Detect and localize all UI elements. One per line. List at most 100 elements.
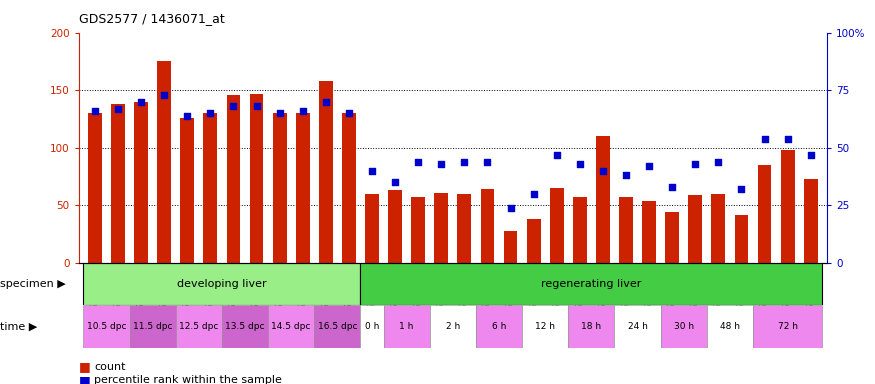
Bar: [476, 305, 522, 348]
Bar: [342, 113, 356, 263]
Point: [503, 205, 517, 211]
Text: 0 h: 0 h: [365, 322, 379, 331]
Point: [111, 106, 125, 112]
Text: count: count: [94, 362, 126, 372]
Point: [296, 108, 310, 114]
Bar: [734, 215, 748, 263]
Point: [711, 159, 725, 165]
Text: 1 h: 1 h: [400, 322, 414, 331]
Text: 14.5 dpc: 14.5 dpc: [271, 322, 311, 331]
Point: [689, 161, 703, 167]
Bar: [158, 61, 172, 263]
Text: 6 h: 6 h: [492, 322, 506, 331]
Point: [804, 152, 818, 158]
Bar: [411, 197, 425, 263]
Bar: [83, 263, 360, 305]
Point: [550, 152, 564, 158]
Text: 18 h: 18 h: [581, 322, 601, 331]
Bar: [83, 305, 130, 348]
Point: [527, 191, 541, 197]
Point: [342, 110, 356, 116]
Bar: [620, 197, 633, 263]
Text: 12 h: 12 h: [536, 322, 555, 331]
Bar: [249, 94, 263, 263]
Bar: [203, 113, 217, 263]
Text: regenerating liver: regenerating liver: [541, 279, 641, 289]
Text: percentile rank within the sample: percentile rank within the sample: [94, 375, 283, 384]
Bar: [434, 193, 448, 263]
Text: time ▶: time ▶: [0, 321, 38, 331]
Bar: [480, 189, 494, 263]
Point: [273, 110, 287, 116]
Point: [180, 113, 194, 119]
Text: 2 h: 2 h: [445, 322, 460, 331]
Point: [780, 136, 794, 142]
Text: 16.5 dpc: 16.5 dpc: [318, 322, 357, 331]
Bar: [176, 305, 222, 348]
Bar: [753, 305, 822, 348]
Point: [134, 99, 148, 105]
Point: [227, 103, 241, 109]
Bar: [711, 194, 725, 263]
Text: developing liver: developing liver: [177, 279, 267, 289]
Text: 13.5 dpc: 13.5 dpc: [225, 322, 265, 331]
Point: [434, 161, 448, 167]
Bar: [111, 104, 125, 263]
Bar: [273, 113, 287, 263]
Bar: [707, 305, 753, 348]
Point: [411, 159, 425, 165]
Point: [88, 108, 102, 114]
Text: ■: ■: [79, 374, 90, 384]
Point: [665, 184, 679, 190]
Point: [642, 163, 656, 169]
Bar: [596, 136, 610, 263]
Text: ■: ■: [79, 360, 90, 373]
Bar: [134, 102, 148, 263]
Bar: [227, 95, 241, 263]
Bar: [642, 201, 656, 263]
Bar: [504, 231, 517, 263]
Bar: [360, 305, 383, 348]
Bar: [88, 113, 102, 263]
Bar: [573, 197, 587, 263]
Bar: [550, 188, 564, 263]
Text: 11.5 dpc: 11.5 dpc: [133, 322, 172, 331]
Bar: [222, 305, 268, 348]
Point: [318, 99, 332, 105]
Text: 24 h: 24 h: [627, 322, 648, 331]
Bar: [804, 179, 817, 263]
Bar: [314, 305, 360, 348]
Bar: [388, 190, 402, 263]
Point: [388, 179, 402, 185]
Bar: [522, 305, 568, 348]
Bar: [360, 263, 822, 305]
Bar: [430, 305, 476, 348]
Point: [596, 168, 610, 174]
Point: [458, 159, 472, 165]
Text: specimen ▶: specimen ▶: [0, 279, 66, 289]
Text: GDS2577 / 1436071_at: GDS2577 / 1436071_at: [79, 12, 225, 25]
Bar: [689, 195, 703, 263]
Bar: [268, 305, 314, 348]
Point: [249, 103, 263, 109]
Bar: [665, 212, 679, 263]
Bar: [614, 305, 661, 348]
Point: [203, 110, 217, 116]
Text: 10.5 dpc: 10.5 dpc: [87, 322, 126, 331]
Bar: [296, 113, 310, 263]
Text: 48 h: 48 h: [720, 322, 740, 331]
Bar: [365, 194, 379, 263]
Bar: [527, 219, 541, 263]
Bar: [568, 305, 614, 348]
Point: [365, 168, 379, 174]
Text: 72 h: 72 h: [778, 322, 798, 331]
Text: 12.5 dpc: 12.5 dpc: [179, 322, 219, 331]
Point: [619, 172, 633, 179]
Point: [734, 186, 748, 192]
Bar: [780, 150, 794, 263]
Bar: [130, 305, 176, 348]
Point: [158, 92, 172, 98]
Bar: [758, 165, 772, 263]
Bar: [383, 305, 430, 348]
Bar: [318, 81, 332, 263]
